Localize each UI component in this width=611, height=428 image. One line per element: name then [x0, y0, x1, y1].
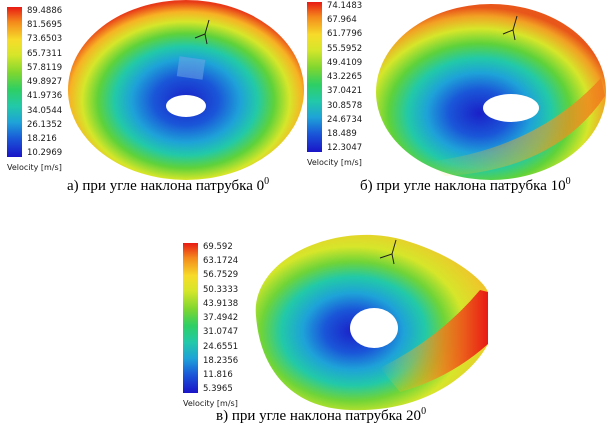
- legend-title: Velocity [m/s]: [183, 399, 238, 408]
- legend-tick: 30.8578: [327, 101, 363, 111]
- colorbar-c: [183, 243, 198, 393]
- high-velocity-band-b: [425, 78, 605, 176]
- legend-tick: 49.4109: [327, 58, 363, 68]
- legend-tick: 61.7796: [327, 29, 363, 39]
- legend-tick: 63.1724: [203, 256, 239, 266]
- legend-tick: 11.816: [203, 370, 233, 380]
- legend-tick: 18.489: [327, 129, 357, 139]
- outlet-hole-a: [166, 95, 206, 117]
- legend-tick: 89.4886: [27, 6, 63, 16]
- legend-tick: 43.2265: [327, 72, 363, 82]
- outlet-hole-b: [483, 94, 539, 122]
- outlet-hole-c: [350, 308, 398, 348]
- legend-tick: 74.1483: [327, 1, 363, 11]
- legend-tick: 55.5952: [327, 44, 363, 54]
- velocity-contour-plot-c: [255, 234, 488, 411]
- colorbar-b: [307, 2, 322, 152]
- legend-tick: 31.0747: [203, 327, 239, 337]
- velocity-contour-plot-a: [68, 0, 304, 180]
- colorbar-legend-b: 74.1483 67.964 61.7796 55.5952 49.4109 4…: [307, 2, 377, 172]
- legend-tick: 41.9736: [27, 91, 63, 101]
- legend-title: Velocity [m/s]: [7, 163, 62, 172]
- caption-a: а) при угле наклона патрубка 00: [67, 176, 270, 194]
- panel-b: 74.1483 67.964 61.7796 55.5952 49.4109 4…: [305, 0, 611, 200]
- colorbar-legend-a: 89.4886 81.5695 73.6503 65.7311 57.8119 …: [7, 7, 77, 177]
- caption-c: в) при угле наклона патрубка 200: [216, 406, 427, 424]
- colorbar-legend-c: 69.592 63.1724 56.7529 50.3333 43.9138 3…: [183, 243, 253, 413]
- panel-a: 89.4886 81.5695 73.6503 65.7311 57.8119 …: [0, 0, 310, 200]
- legend-tick: 26.1352: [27, 120, 63, 130]
- velocity-contour-plot-b: [376, 4, 606, 180]
- axis-triad-icon: [379, 239, 397, 265]
- legend-tick: 34.0544: [27, 106, 63, 116]
- legend-tick: 67.964: [327, 15, 357, 25]
- legend-tick: 57.8119: [27, 63, 63, 73]
- legend-tick: 65.7311: [27, 49, 63, 59]
- caption-b: б) при угле наклона патрубка 100: [360, 176, 571, 194]
- legend-tick: 12.3047: [327, 143, 363, 153]
- legend-tick: 5.3965: [203, 384, 233, 394]
- legend-tick: 73.6503: [27, 34, 63, 44]
- legend-tick: 69.592: [203, 242, 233, 252]
- legend-tick: 49.8927: [27, 77, 63, 87]
- legend-tick: 37.4942: [203, 313, 239, 323]
- surface-a: [68, 0, 304, 180]
- legend-tick: 43.9138: [203, 299, 239, 309]
- legend-tick: 10.2969: [27, 148, 63, 158]
- panel-c: 69.592 63.1724 56.7529 50.3333 43.9138 3…: [180, 228, 520, 428]
- legend-title: Velocity [m/s]: [307, 158, 362, 167]
- legend-tick: 18.216: [27, 134, 57, 144]
- axis-triad-icon: [194, 19, 210, 45]
- legend-tick: 56.7529: [203, 270, 239, 280]
- legend-tick: 18.2356: [203, 356, 239, 366]
- axis-triad-icon: [502, 15, 518, 41]
- high-velocity-band-c: [380, 290, 488, 392]
- colorbar-a: [7, 7, 22, 157]
- mesh-facet: [176, 56, 206, 80]
- legend-tick: 24.6734: [327, 115, 363, 125]
- legend-tick: 37.0421: [327, 86, 363, 96]
- legend-tick: 24.6551: [203, 342, 239, 352]
- legend-tick: 81.5695: [27, 20, 63, 30]
- legend-tick: 50.3333: [203, 285, 239, 295]
